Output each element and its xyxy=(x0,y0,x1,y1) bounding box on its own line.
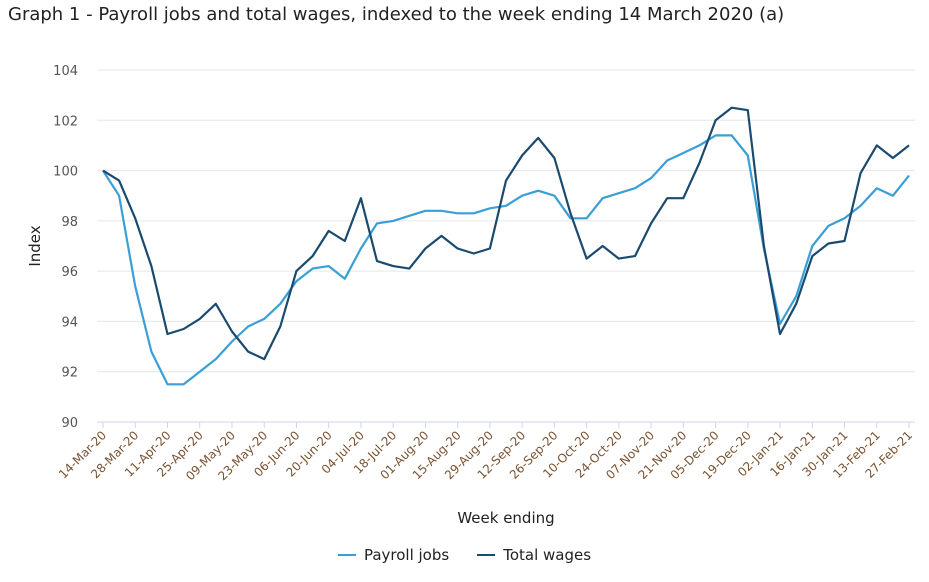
legend-swatch-payroll-jobs xyxy=(337,554,356,556)
y-axis-title: Index xyxy=(26,225,44,266)
legend: Payroll jobs Total wages xyxy=(0,546,929,564)
y-tick-label: 96 xyxy=(61,265,78,280)
chart-title: Graph 1 - Payroll jobs and total wages, … xyxy=(8,4,785,25)
y-tick-label: 102 xyxy=(53,114,78,129)
legend-item-payroll-jobs[interactable]: Payroll jobs xyxy=(337,546,450,564)
legend-swatch-total-wages xyxy=(477,554,496,556)
line-chart: 909294969810010210414-Mar-2028-Mar-2011-… xyxy=(26,64,915,527)
y-tick-label: 100 xyxy=(53,165,78,180)
y-tick-label: 94 xyxy=(61,315,78,330)
x-axis-title: Week ending xyxy=(457,509,554,527)
y-tick-label: 104 xyxy=(53,64,78,79)
series-line-payroll-jobs xyxy=(102,134,910,386)
y-tick-label: 92 xyxy=(61,366,78,381)
legend-label: Total wages xyxy=(503,546,592,564)
y-tick-label: 90 xyxy=(61,416,78,431)
legend-item-total-wages[interactable]: Total wages xyxy=(477,546,591,564)
y-tick-label: 98 xyxy=(61,215,78,230)
legend-label: Payroll jobs xyxy=(363,546,450,564)
